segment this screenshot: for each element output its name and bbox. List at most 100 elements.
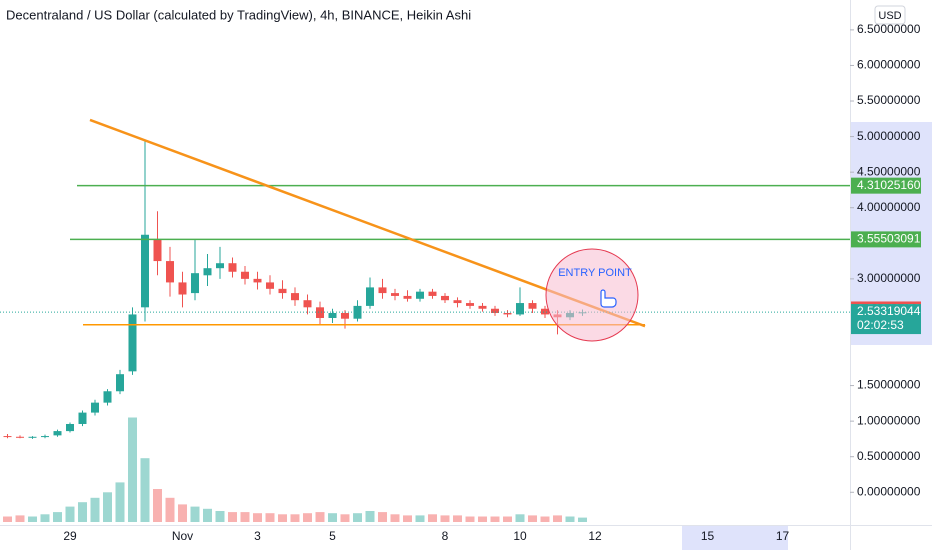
x-tick-label: 12 <box>588 529 602 543</box>
annotation-text: ENTRY POINT <box>558 267 632 279</box>
volume-bar <box>315 512 325 522</box>
candle-body <box>28 436 37 438</box>
price-tag <box>851 231 921 248</box>
candle-body <box>491 308 499 314</box>
candle-body <box>528 303 537 309</box>
candle-body <box>416 291 424 299</box>
volume-bar <box>203 508 212 522</box>
x-tick-label: 8 <box>442 529 449 543</box>
volume-bar <box>478 516 487 522</box>
candle-body <box>103 391 112 403</box>
price-tag-label: 3.55503091 <box>857 232 921 246</box>
volume-bar <box>40 514 50 522</box>
y-tick-label: 4.00000000 <box>857 200 921 214</box>
x-tick-label: 10 <box>513 529 527 543</box>
volume-bar <box>53 512 62 522</box>
y-tick-label: 5.50000000 <box>857 93 921 107</box>
candle-body <box>128 314 137 372</box>
price-tag <box>851 177 921 194</box>
currency-label[interactable]: USD <box>878 10 901 22</box>
volume-bar <box>578 517 587 522</box>
x-tick-label: 17 <box>776 529 790 543</box>
y-tick-label: 6.50000000 <box>857 22 921 36</box>
volume-bar <box>115 482 125 522</box>
candle-body <box>191 273 199 294</box>
currency-button[interactable] <box>874 5 906 25</box>
volume-bar <box>515 514 525 522</box>
candle-body <box>141 234 149 308</box>
volume-bar <box>290 514 300 522</box>
volume-bar <box>465 516 475 522</box>
candle-body <box>166 261 174 283</box>
volume-bar <box>528 515 537 522</box>
candle-body <box>153 239 162 262</box>
volume-bar <box>215 511 225 522</box>
volume-bar <box>303 513 312 522</box>
candle-body <box>478 305 487 309</box>
volume-bar <box>390 514 400 522</box>
candle-body <box>466 303 474 306</box>
candle-body <box>41 436 49 438</box>
y-tick-label: 6.00000000 <box>857 58 921 72</box>
y-tick-label: 0.50000000 <box>857 449 921 463</box>
volume-bar <box>78 502 87 522</box>
volume-bar <box>153 489 162 522</box>
volume-bar <box>553 515 562 522</box>
candle-body <box>453 300 462 304</box>
candle-body <box>253 278 262 283</box>
volume-bar <box>378 512 387 522</box>
candle-body <box>16 436 24 438</box>
price-tag-label: 2.53319044 <box>857 304 921 318</box>
volume-bar <box>328 513 337 522</box>
volume-bar <box>403 515 412 522</box>
volume-bar <box>190 506 200 522</box>
hand-icon <box>600 289 617 308</box>
volume-bar <box>3 516 12 522</box>
candle-body <box>203 268 212 276</box>
volume-bar <box>253 513 262 522</box>
candle-body <box>53 431 62 436</box>
volume-bar <box>340 514 350 522</box>
volume-bar <box>453 515 462 522</box>
candle-body <box>116 374 124 392</box>
volume-bar <box>565 516 575 522</box>
y-tick-label: 0.00000000 <box>857 484 921 498</box>
volume-bar <box>178 504 187 522</box>
volume-bar <box>265 513 275 522</box>
candle-body <box>66 423 74 432</box>
candle-body <box>378 287 387 294</box>
price-tag <box>851 304 921 335</box>
volume-bar <box>140 458 150 522</box>
candle-body <box>216 263 224 269</box>
candle-body <box>241 271 249 279</box>
candle-body <box>403 295 412 299</box>
candle-body <box>341 313 349 319</box>
candle-body <box>228 263 237 272</box>
candle-body <box>266 282 274 289</box>
entry-circle <box>545 248 639 342</box>
x-tick-label: 3 <box>254 529 261 543</box>
y-tick-label: 5.00000000 <box>857 129 921 143</box>
candle-body <box>303 300 312 308</box>
volume-bar <box>228 512 237 522</box>
x-tick-label: 15 <box>701 529 715 543</box>
volume-bar <box>15 515 25 522</box>
x-tick-label: Nov <box>172 529 193 543</box>
countdown-label: 02:02:53 <box>857 318 904 332</box>
volume-bar <box>90 497 100 522</box>
volume-bar <box>28 516 37 522</box>
volume-bar <box>240 512 250 522</box>
y-tick-label: 3.00000000 <box>857 271 921 285</box>
axis-highlight <box>682 526 788 550</box>
candle-body <box>91 402 99 413</box>
candle-body <box>328 313 337 318</box>
volume-bar <box>365 511 375 522</box>
candle-body <box>291 293 299 301</box>
volume-bar <box>440 515 450 522</box>
price-tag-label: 4.31025160 <box>857 178 921 192</box>
volume-bar <box>128 417 137 522</box>
candle-body <box>366 287 374 306</box>
volume-bar <box>428 514 437 522</box>
